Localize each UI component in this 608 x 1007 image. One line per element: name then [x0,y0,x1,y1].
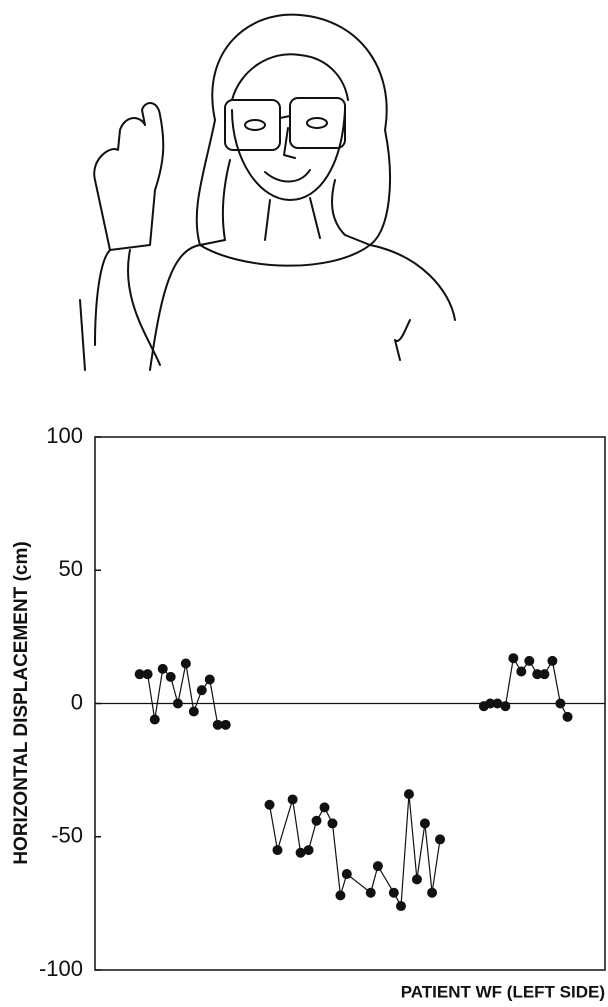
data-point [196,685,207,696]
data-point [157,663,168,674]
data-point [372,861,383,872]
data-point [403,789,414,800]
data-point [555,698,566,709]
data-point [388,887,399,898]
data-point [303,845,314,856]
data-point [172,698,183,709]
data-point [335,890,346,901]
y-tick-label: -50 [51,823,83,848]
data-point [485,698,496,709]
data-point [562,711,573,722]
data-point [319,802,330,813]
data-point [539,669,550,680]
data-point [547,655,558,666]
data-point [492,698,503,709]
data-point [419,818,430,829]
data-point [142,669,153,680]
data-point [180,658,191,669]
y-tick-label: 50 [59,556,83,581]
data-point [524,655,535,666]
data-point [149,714,160,725]
data-point [188,706,199,717]
illustration [79,13,456,371]
data-point [327,818,338,829]
data-point [516,666,527,677]
data-point [435,834,446,845]
data-point [532,669,543,680]
y-tick-label: 0 [71,689,83,714]
data-point [500,701,511,712]
data-point [365,887,376,898]
data-point [264,799,275,810]
data-point [212,719,223,730]
y-tick-label: 100 [46,423,83,448]
x-axis-label: PATIENT WF (LEFT SIDE) [401,982,605,1001]
data-point [204,674,215,685]
data-point [341,869,352,880]
series-line [139,656,569,909]
data-point [272,845,283,856]
data-point [295,847,306,858]
data-point [411,874,422,885]
data-point [220,719,231,730]
data-point [134,669,145,680]
data-point [396,901,406,912]
chart: HORIZONTAL DISPLACEMENT (cm) PATIENT WF … [11,541,605,1001]
data-point [508,653,519,664]
data-point [311,815,322,826]
y-tick-label: -100 [39,956,83,981]
y-axis-label: HORIZONTAL DISPLACEMENT (cm) [11,541,32,864]
data-point [165,671,176,682]
data-point [427,887,438,898]
data-point [287,794,298,805]
